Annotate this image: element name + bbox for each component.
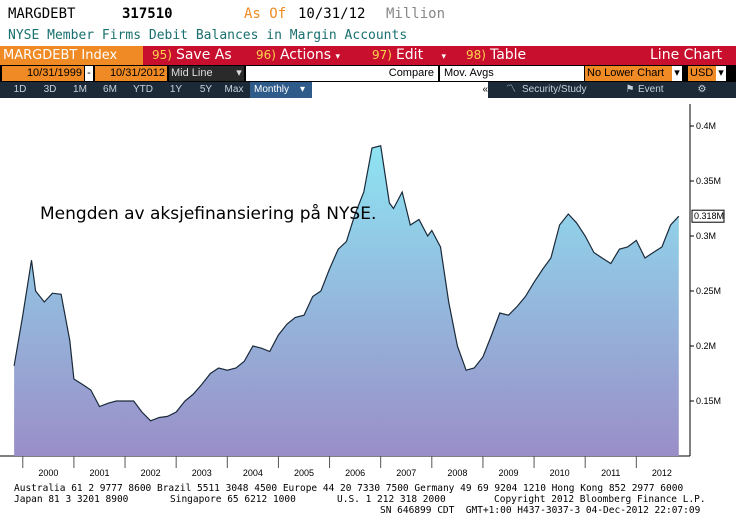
y-tick-label: 0.25M xyxy=(696,286,721,296)
save-as-label: Save As xyxy=(175,47,232,63)
line-mode-dropdown-icon[interactable]: ▾ xyxy=(234,66,244,81)
x-tick-label: 2011 xyxy=(601,468,620,478)
table-button[interactable]: 98) Table xyxy=(466,46,526,65)
actions-dropdown-icon: ▾ xyxy=(335,52,341,62)
x-tick-label: 2003 xyxy=(192,468,212,478)
ticker-symbol: MARGDEBT xyxy=(8,6,76,22)
compare-field[interactable]: Compare xyxy=(246,66,438,81)
period-6m[interactable]: 6M xyxy=(103,84,117,95)
table-number: 98) xyxy=(466,48,486,62)
footer-japan: Japan 81 3 3201 8900 xyxy=(14,494,129,505)
as-of-label: As Of xyxy=(244,6,287,22)
chart-area: 2000 2001 2002 2003 2004 2005 2006 2007 2008 2009… xyxy=(0,98,736,490)
y-tick-label: 0.2M xyxy=(696,341,716,351)
frequency-select[interactable]: Monthly xyxy=(250,82,312,98)
chart-controls: 10/31/1999 - 10/31/2012 Mid Line ▾ Compa… xyxy=(0,65,736,82)
footer-copyright: Copyright 2012 Bloomberg Finance L.P. xyxy=(494,494,706,505)
as-of-date: 10/31/12 xyxy=(298,6,366,22)
period-bar: 1D 3D 1M 6M YTD 1Y 5Y Max Monthly ▾ « 〽 … xyxy=(0,82,736,98)
security-study-button[interactable]: Security/Study xyxy=(522,84,587,95)
footer-singapore: Singapore 65 6212 1000 xyxy=(170,494,296,505)
y-tick-label: 0.15M xyxy=(696,396,721,406)
edit-number: 97) xyxy=(372,48,392,62)
ticker-header: MARGDEBT 317510 As Of 10/31/12 Million xyxy=(0,0,736,28)
function-toolbar: MARGDEBT Index 95) Save As 96) Actions ▾ 9… xyxy=(0,46,736,65)
x-tick-label: 2008 xyxy=(447,468,467,478)
edit-label: Edit xyxy=(395,47,424,63)
chart-annotation: Mengden av aksjefinansiering på NYSE. xyxy=(40,204,377,224)
x-tick-label: 2000 xyxy=(38,468,58,478)
period-ytd[interactable]: YTD xyxy=(133,84,153,95)
table-label: Table xyxy=(489,47,527,63)
unit-label: Million xyxy=(386,6,446,22)
save-as-number: 95) xyxy=(152,48,172,62)
frequency-dropdown-icon[interactable]: ▾ xyxy=(300,82,310,98)
edit-dropdown-icon: ▾ xyxy=(441,52,447,62)
security-description: NYSE Member Firms Debit Balances in Marg… xyxy=(0,28,736,46)
x-tick-label: 2004 xyxy=(243,468,263,478)
period-1y[interactable]: 1Y xyxy=(169,84,183,95)
period-1d[interactable]: 1D xyxy=(13,84,27,95)
x-tick-label: 2009 xyxy=(498,468,518,478)
currency-select[interactable]: USD xyxy=(688,66,716,81)
data-line xyxy=(13,145,680,422)
lower-chart-dropdown-icon[interactable]: ▾ xyxy=(672,66,682,81)
y-tick-label: 0.35M xyxy=(696,176,721,186)
period-max[interactable]: Max xyxy=(224,84,244,95)
chart-type-label[interactable]: Line Chart xyxy=(650,47,723,63)
margin-debt-chart: 2000 2001 2002 2003 2004 2005 2006 2007 2008 2009… xyxy=(0,104,725,478)
index-field[interactable]: MARGDEBT Index xyxy=(0,46,143,65)
collapse-arrow[interactable]: « xyxy=(312,82,488,98)
x-tick-label: 2002 xyxy=(141,468,161,478)
actions-number: 96) xyxy=(256,48,276,62)
actions-label: Actions xyxy=(279,47,332,63)
last-value-label: 0.318M xyxy=(694,211,724,221)
date-range-dash: - xyxy=(85,66,93,81)
line-mode-select[interactable]: Mid Line xyxy=(169,66,235,81)
x-tick-label: 2005 xyxy=(294,468,314,478)
security-study-icon: 〽 xyxy=(506,84,516,95)
x-tick-label: 2001 xyxy=(89,468,109,478)
y-tick-label: 0.3M xyxy=(696,231,716,241)
actions-button[interactable]: 96) Actions ▾ xyxy=(256,46,340,65)
x-tick-label: 2012 xyxy=(652,468,672,478)
edit-button[interactable]: 97) Edit ▾ xyxy=(372,46,446,65)
data-area xyxy=(14,145,679,457)
footer: Australia 61 2 9777 8600 Brazil 5511 304… xyxy=(0,476,736,527)
period-3d[interactable]: 3D xyxy=(43,84,57,95)
period-1m[interactable]: 1M xyxy=(73,84,87,95)
x-tick-label: 2010 xyxy=(550,468,570,478)
settings-gear-icon[interactable]: ⚙ xyxy=(697,84,707,95)
last-value-box xyxy=(691,209,725,223)
period-5y[interactable]: 5Y xyxy=(199,84,213,95)
description-text: NYSE Member Firms Debit Balances in Marg… xyxy=(8,28,408,43)
mov-avgs-field[interactable]: Mov. Avgs xyxy=(440,66,584,81)
currency-dropdown-icon[interactable]: ▾ xyxy=(716,66,726,81)
ticker-value: 317510 xyxy=(122,6,173,22)
x-tick-label: 2006 xyxy=(345,468,365,478)
event-button[interactable]: Event xyxy=(638,84,664,95)
lower-chart-select[interactable]: No Lower Chart xyxy=(585,66,673,81)
footer-phone-line: Australia 61 2 9777 8600 Brazil 5511 304… xyxy=(14,483,684,494)
event-flag-icon: ⚑ xyxy=(625,84,635,95)
end-date-field[interactable]: 10/31/2012 xyxy=(95,66,167,81)
footer-us: U.S. 1 212 318 2000 xyxy=(337,494,446,505)
footer-session-info: SN 646899 CDT GMT+1:00 H437-3037-3 04-De… xyxy=(380,505,701,516)
save-as-button[interactable]: 95) Save As xyxy=(152,46,232,65)
x-tick-label: 2007 xyxy=(396,468,416,478)
y-tick-label: 0.4M xyxy=(696,121,716,131)
start-date-field[interactable]: 10/31/1999 xyxy=(2,66,84,81)
